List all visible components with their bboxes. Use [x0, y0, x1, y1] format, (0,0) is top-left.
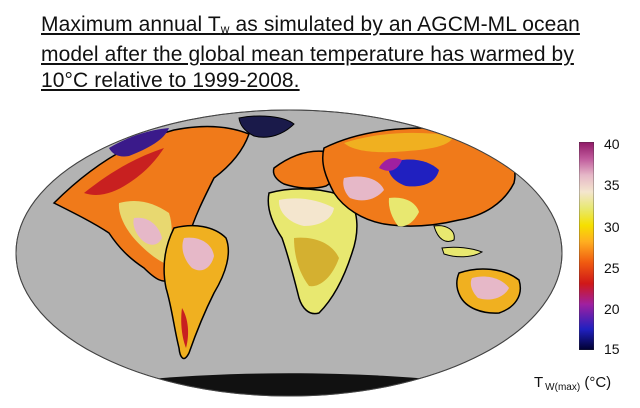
africa-hot [278, 198, 334, 226]
colorbar-tick-25: 25 [604, 260, 620, 276]
colorbar-label-unit: (°C) [584, 374, 612, 391]
greenland-land [238, 115, 295, 138]
north-america-arctic [109, 128, 169, 157]
australia-hot [470, 276, 509, 300]
colorbar-tick-30: 30 [604, 219, 620, 235]
north-america-hot [133, 217, 162, 245]
colorbar [579, 142, 594, 350]
colorbar-label: T W(max) (°C) [534, 374, 611, 393]
north-america-land [52, 125, 250, 282]
colorbar-tick-40: 40 [604, 136, 620, 152]
asia-highland [388, 159, 439, 187]
map-outline [15, 109, 563, 397]
south-america-hot [182, 237, 214, 271]
colorbar-tick-15: 15 [604, 341, 620, 357]
colorbar-label-symbol: T [534, 374, 544, 391]
africa-center [294, 237, 339, 287]
colorbar-tick-20: 20 [604, 301, 620, 317]
world-map [15, 109, 563, 397]
asia-plateau [379, 158, 402, 171]
south-america-warm [181, 308, 189, 348]
north-america-cool [84, 148, 164, 195]
caption-subscript: w [220, 22, 230, 36]
southeast-asia-land [433, 225, 455, 242]
colorbar-label-subscript: W(max) [545, 382, 581, 393]
india-region [388, 197, 419, 227]
caption-prefix: Maximum annual T [41, 13, 221, 36]
indonesia-land [441, 246, 484, 258]
colorbar-tick-35: 35 [604, 177, 620, 193]
figure-caption: Maximum annual Tw as simulated by an AGC… [41, 12, 601, 94]
asia-hot [343, 176, 384, 201]
colorbar-gradient [579, 142, 594, 350]
asia-north [344, 132, 454, 153]
caption-text: as simulated by an AGCM-ML ocean model a… [41, 13, 580, 92]
